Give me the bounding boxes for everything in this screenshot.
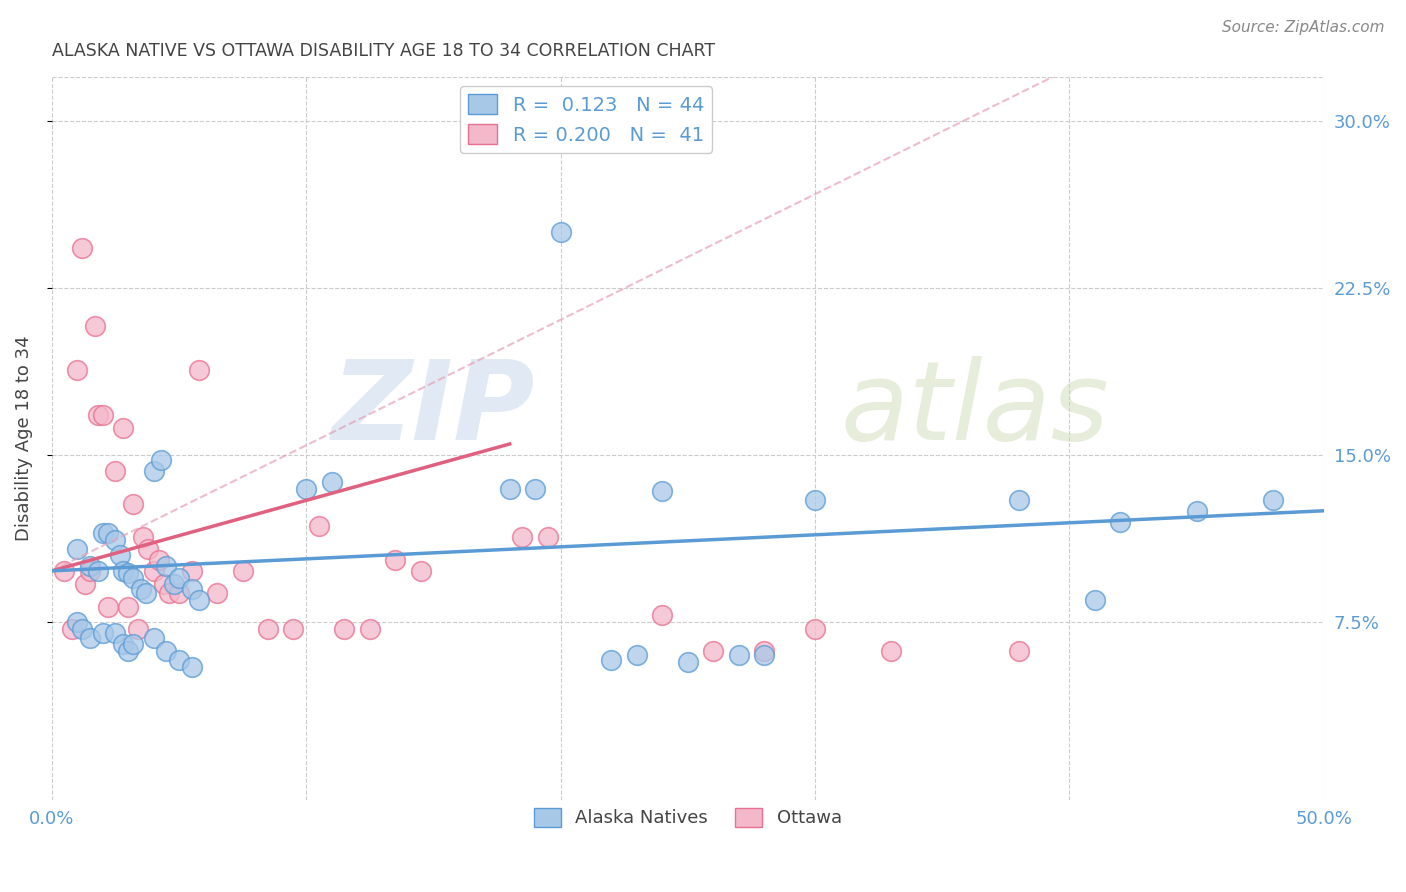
Point	[880, 644, 903, 658]
Point	[111, 637, 134, 651]
Text: ZIP: ZIP	[332, 356, 536, 463]
Point	[142, 631, 165, 645]
Point	[122, 570, 145, 584]
Point	[155, 559, 177, 574]
Point	[97, 599, 120, 614]
Point	[512, 531, 534, 545]
Point	[727, 648, 749, 663]
Point	[91, 408, 114, 422]
Point	[188, 592, 211, 607]
Legend: Alaska Natives, Ottawa: Alaska Natives, Ottawa	[527, 801, 849, 835]
Point	[72, 622, 94, 636]
Point	[91, 526, 114, 541]
Point	[86, 408, 108, 422]
Point	[1185, 504, 1208, 518]
Point	[117, 566, 139, 581]
Point	[157, 586, 180, 600]
Point	[1007, 644, 1029, 658]
Point	[752, 644, 775, 658]
Point	[79, 559, 101, 574]
Point	[117, 599, 139, 614]
Point	[804, 622, 827, 636]
Point	[104, 626, 127, 640]
Point	[1084, 592, 1107, 607]
Point	[66, 615, 89, 629]
Point	[132, 531, 155, 545]
Point	[127, 622, 149, 636]
Point	[117, 644, 139, 658]
Point	[257, 622, 280, 636]
Point	[163, 577, 186, 591]
Point	[537, 531, 560, 545]
Point	[499, 482, 522, 496]
Point	[283, 622, 305, 636]
Point	[66, 363, 89, 377]
Point	[308, 519, 330, 533]
Point	[138, 541, 160, 556]
Point	[409, 564, 432, 578]
Point	[148, 553, 170, 567]
Point	[79, 631, 101, 645]
Text: ALASKA NATIVE VS OTTAWA DISABILITY AGE 18 TO 34 CORRELATION CHART: ALASKA NATIVE VS OTTAWA DISABILITY AGE 1…	[52, 42, 714, 60]
Point	[167, 570, 190, 584]
Point	[1109, 515, 1132, 529]
Point	[122, 637, 145, 651]
Point	[111, 564, 134, 578]
Point	[122, 497, 145, 511]
Point	[167, 586, 190, 600]
Point	[676, 655, 699, 669]
Point	[651, 608, 673, 623]
Point	[188, 363, 211, 377]
Point	[702, 644, 724, 658]
Point	[295, 482, 318, 496]
Point	[232, 564, 254, 578]
Point	[129, 582, 152, 596]
Point	[104, 464, 127, 478]
Point	[97, 526, 120, 541]
Point	[384, 553, 406, 567]
Point	[524, 482, 547, 496]
Point	[651, 483, 673, 498]
Point	[167, 653, 190, 667]
Point	[155, 644, 177, 658]
Point	[91, 626, 114, 640]
Point	[72, 241, 94, 255]
Point	[752, 648, 775, 663]
Point	[84, 318, 107, 333]
Point	[135, 586, 157, 600]
Point	[79, 564, 101, 578]
Point	[110, 549, 132, 563]
Point	[804, 492, 827, 507]
Point	[150, 452, 173, 467]
Point	[152, 577, 174, 591]
Point	[321, 475, 343, 489]
Point	[66, 541, 89, 556]
Point	[180, 582, 202, 596]
Point	[1007, 492, 1029, 507]
Text: atlas: atlas	[841, 356, 1109, 463]
Point	[550, 226, 572, 240]
Point	[205, 586, 228, 600]
Point	[180, 564, 202, 578]
Point	[626, 648, 648, 663]
Point	[53, 564, 76, 578]
Point	[1261, 492, 1284, 507]
Point	[86, 564, 108, 578]
Point	[600, 653, 623, 667]
Y-axis label: Disability Age 18 to 34: Disability Age 18 to 34	[15, 335, 32, 541]
Point	[180, 659, 202, 673]
Point	[111, 421, 134, 435]
Point	[359, 622, 381, 636]
Point	[60, 622, 83, 636]
Point	[142, 464, 165, 478]
Point	[333, 622, 356, 636]
Point	[142, 564, 165, 578]
Point	[104, 533, 127, 547]
Text: Source: ZipAtlas.com: Source: ZipAtlas.com	[1222, 20, 1385, 35]
Point	[73, 577, 96, 591]
